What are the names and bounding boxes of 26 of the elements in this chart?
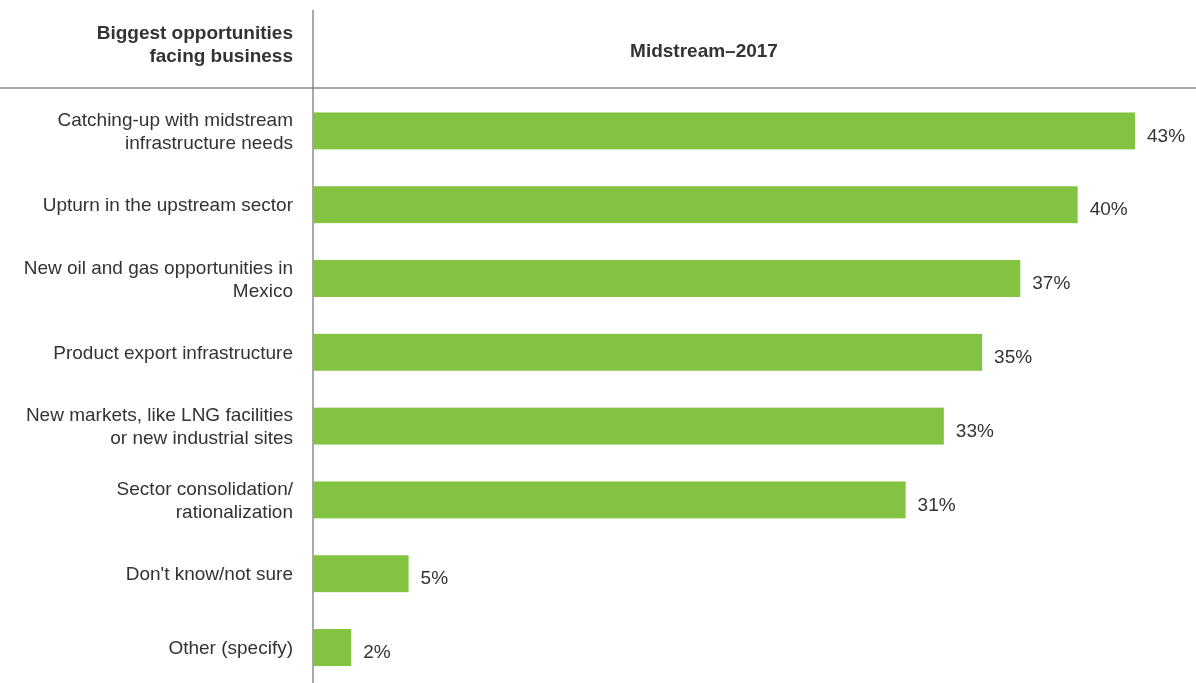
bar [313,333,983,371]
data-label: 35% [994,345,1033,367]
chart-title: Midstream–2017 [630,40,778,61]
y-tick-label: Upturn in the upstream sector [42,194,294,216]
y-tick-label: Sector consolidation/ rationalization [116,478,294,523]
bar [313,629,352,666]
bar [313,112,1135,150]
data-label: 43% [1147,124,1186,146]
y-tick-label: New markets, like LNG facilities or new industrial sites [25,404,293,449]
y-tick-label: Product export infrastructure [53,341,293,363]
y-tick-label: Don't know/not sure [125,563,293,585]
y-axis-title: Biggest opportunities facing business [96,22,293,67]
bar [313,407,944,445]
y-tick-label: Other (specify) [168,637,293,659]
bar [313,481,906,519]
bar [313,260,1021,297]
y-tick-label: New oil and gas opportunities in Mexico [23,256,293,301]
data-label: 33% [955,419,994,441]
data-label: 2% [363,641,391,663]
bar [313,186,1078,224]
data-label: 31% [917,493,956,515]
data-label: 40% [1089,198,1128,220]
data-label: 37% [1032,272,1071,294]
y-tick-label: Catching-up with midstream infrastructure needs [57,109,293,154]
data-label: 5% [420,567,449,589]
bar [313,555,409,593]
